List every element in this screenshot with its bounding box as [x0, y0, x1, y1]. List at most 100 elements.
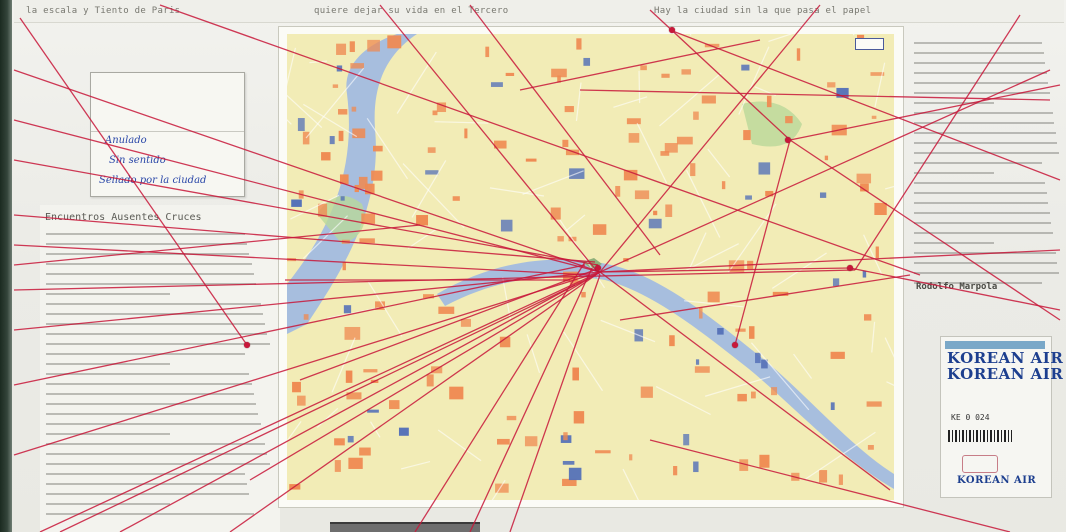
map-block-blue	[583, 57, 591, 66]
text-line	[46, 313, 263, 315]
map-block-orange	[361, 213, 376, 224]
airline-footer-text: KOREAN AIR	[957, 475, 1037, 486]
map-block-orange	[592, 224, 607, 235]
map-block-orange	[348, 457, 363, 469]
map-block-blue	[425, 170, 439, 175]
text-line	[46, 363, 171, 365]
red-string	[39, 271, 601, 532]
text-line	[914, 232, 1053, 234]
map-street	[396, 51, 437, 114]
map-block-blue	[830, 402, 835, 411]
map-block-orange	[359, 447, 371, 456]
push-pin	[847, 265, 853, 271]
map-street	[638, 70, 641, 104]
map-block-orange	[866, 401, 882, 407]
text-line	[46, 503, 171, 505]
text-line	[46, 353, 245, 355]
text-line	[46, 413, 259, 415]
map-block-orange	[344, 326, 361, 340]
red-string	[13, 214, 596, 263]
red-string	[159, 4, 921, 276]
red-string	[599, 271, 891, 491]
map-block-orange	[856, 34, 865, 41]
map-block-orange	[572, 367, 579, 381]
red-string	[414, 261, 586, 532]
red-string	[13, 244, 591, 276]
map-block-orange	[334, 438, 345, 446]
red-string	[249, 271, 601, 481]
text-line	[46, 393, 254, 395]
map-block-blue	[761, 359, 768, 369]
map-block-orange	[634, 190, 650, 200]
map-block-blue	[562, 460, 575, 465]
map-block-orange	[359, 238, 375, 244]
map-corner-label	[855, 38, 884, 50]
map-street	[750, 342, 810, 411]
map-street	[305, 67, 365, 139]
map-block-blue	[755, 352, 761, 364]
map-block-orange	[874, 202, 887, 216]
red-string	[789, 84, 1061, 141]
map-block-orange	[771, 387, 778, 396]
map-block-orange	[460, 318, 471, 327]
red-string	[619, 274, 911, 321]
map-block-orange	[372, 145, 383, 152]
text-line	[46, 273, 254, 275]
text-line	[914, 72, 1047, 74]
map-block-orange	[346, 392, 362, 400]
text-line	[914, 102, 995, 104]
map-street	[522, 170, 584, 195]
map-block-orange	[334, 460, 341, 472]
text-line	[46, 283, 257, 285]
text-line	[914, 82, 1049, 84]
map-block-orange	[345, 370, 353, 383]
note-line-3: Sellado por la ciudad	[99, 175, 207, 186]
map-block-orange	[485, 46, 490, 58]
map-block-orange	[350, 63, 365, 69]
map-block-orange	[499, 336, 511, 348]
map-street	[685, 243, 739, 272]
map-block-orange	[640, 386, 653, 398]
map-street	[659, 72, 722, 127]
map-block-orange	[562, 478, 577, 487]
map-block-orange	[438, 306, 455, 314]
text-line	[46, 513, 254, 515]
text-line	[914, 152, 1059, 154]
map-block-orange	[830, 351, 845, 359]
note-line-1: Anulado	[105, 135, 147, 146]
red-string	[599, 4, 821, 273]
red-string	[59, 277, 591, 532]
text-line	[46, 463, 270, 465]
text-line	[46, 453, 268, 455]
map-block-orange	[524, 436, 538, 447]
map-block-orange	[707, 291, 720, 303]
map-block-orange	[332, 84, 339, 88]
map-block-blue	[693, 461, 699, 473]
map-block-orange	[423, 294, 434, 299]
map-block-blue	[347, 435, 354, 443]
text-line	[46, 443, 266, 445]
map-block-orange	[664, 143, 678, 153]
text-line	[46, 293, 171, 295]
map-block-blue	[367, 409, 379, 413]
map-block-orange	[432, 110, 438, 116]
map-block-orange	[358, 176, 368, 189]
map-block-orange	[785, 116, 793, 124]
red-string	[13, 264, 586, 386]
map-block-orange	[796, 48, 801, 61]
map-block-blue	[836, 87, 849, 98]
map-street	[563, 331, 604, 392]
map-block-orange	[297, 395, 306, 406]
push-pin	[595, 265, 601, 271]
map-block-orange	[749, 326, 755, 339]
map-block-orange	[728, 260, 745, 273]
map-street	[367, 281, 403, 337]
map-block-orange	[292, 381, 301, 393]
red-string	[854, 14, 1021, 271]
push-pin	[669, 27, 675, 33]
map-block-blue	[695, 359, 700, 365]
map-block-orange	[436, 102, 447, 113]
map-block-orange	[550, 207, 561, 220]
map-block-orange	[495, 483, 509, 493]
text-line	[46, 333, 268, 335]
